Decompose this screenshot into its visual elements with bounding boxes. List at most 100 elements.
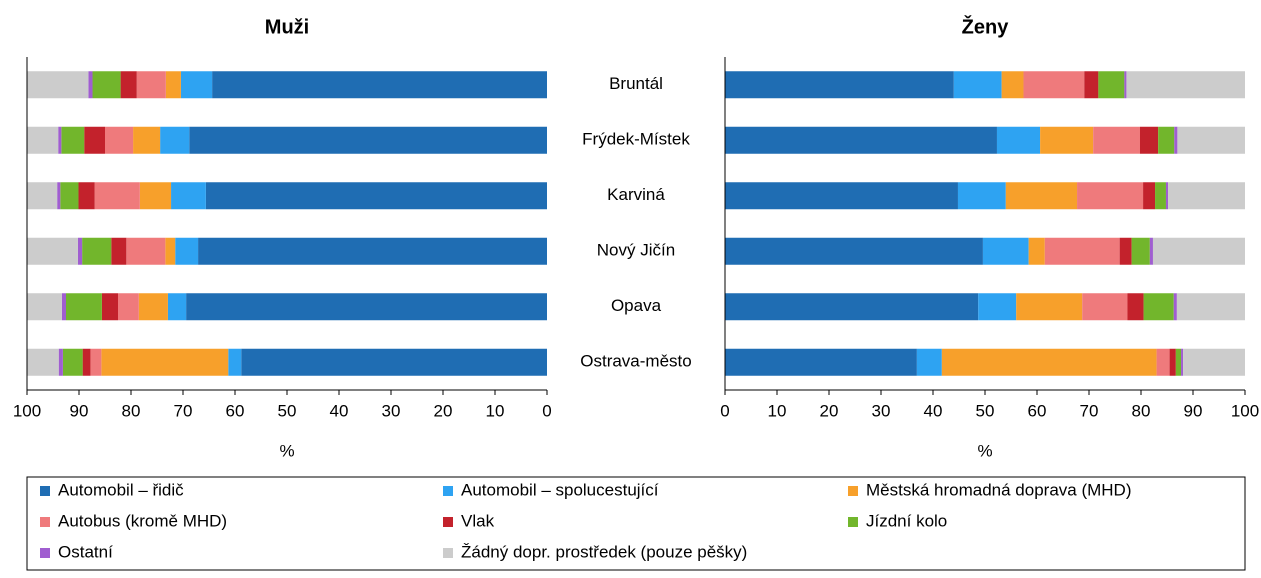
bar-segment: [27, 71, 89, 99]
x-tick-label: 100: [1231, 401, 1259, 420]
bar-segment: [1098, 71, 1125, 99]
bar-segment: [1126, 71, 1245, 99]
bar-segment: [212, 71, 547, 99]
x-tick-label: 50: [976, 401, 995, 420]
x-tick-label: 10: [486, 401, 505, 420]
legend-swatch: [40, 486, 50, 496]
bar-segment: [953, 71, 1002, 99]
bar-segment: [1139, 126, 1159, 154]
bar-segment: [1174, 126, 1178, 154]
bar-segment: [205, 182, 547, 210]
legend-swatch: [40, 548, 50, 558]
bar-segment: [94, 182, 140, 210]
x-tick-label: 50: [278, 401, 297, 420]
bar-segment: [167, 293, 187, 321]
x-tick-label: 20: [434, 401, 453, 420]
bar-segment: [82, 348, 91, 376]
legend-box: [26, 476, 1246, 571]
x-tick-label: 20: [820, 401, 839, 420]
bar-segment: [1143, 293, 1174, 321]
x-tick-label: 80: [122, 401, 141, 420]
legend-swatch: [848, 517, 858, 527]
bar-segment: [27, 182, 58, 210]
bar-segment: [92, 71, 121, 99]
bar-segment: [1183, 348, 1245, 376]
bar-segment: [60, 182, 79, 210]
bar-segment: [101, 293, 118, 321]
category-label: Bruntál: [609, 74, 663, 93]
bar-segment: [1165, 182, 1169, 210]
bar-segment: [1175, 348, 1182, 376]
bar-segment: [1173, 293, 1177, 321]
bar-segment: [90, 348, 102, 376]
bar-segment: [1084, 71, 1099, 99]
bar-segment: [78, 182, 95, 210]
bar-segment: [27, 237, 78, 265]
x-tick-label: 80: [1132, 401, 1151, 420]
bar-segment: [61, 293, 66, 321]
bar-segment: [62, 348, 83, 376]
bar-segment: [1093, 126, 1140, 154]
bar-segment: [1176, 293, 1245, 321]
category-label: Karviná: [607, 185, 665, 204]
bar-segment: [57, 182, 61, 210]
bar-segment: [1156, 348, 1170, 376]
bar-segment: [1028, 237, 1045, 265]
bar-segment: [1119, 237, 1132, 265]
bar-segment: [198, 237, 547, 265]
legend-label: Vlak: [461, 511, 495, 530]
bar-segment: [1044, 237, 1120, 265]
bar-segment: [1169, 348, 1176, 376]
bar-segment: [1143, 182, 1156, 210]
bar-segment: [1152, 237, 1245, 265]
category-label: Frýdek-Místek: [582, 130, 690, 149]
x-axis-label: %: [279, 441, 294, 460]
bar-segment: [77, 237, 83, 265]
x-tick-label: 70: [1080, 401, 1099, 420]
bar-segment: [58, 126, 62, 154]
bar-segment: [957, 182, 1006, 210]
bar-segment: [978, 293, 1017, 321]
legend-label: Ostatní: [58, 542, 113, 561]
bar-segment: [1124, 71, 1127, 99]
bar-segment: [186, 293, 547, 321]
bar-segment: [1001, 71, 1024, 99]
bar-segment: [66, 293, 102, 321]
legend-swatch: [40, 517, 50, 527]
x-tick-label: 0: [542, 401, 551, 420]
x-tick-label: 0: [720, 401, 729, 420]
bar-segment: [180, 71, 213, 99]
bar-segment: [61, 126, 85, 154]
bar-segment: [1016, 293, 1083, 321]
bar-segment: [1158, 126, 1175, 154]
bar-segment: [1023, 71, 1085, 99]
category-label: Ostrava-město: [580, 352, 691, 371]
x-axis-label: %: [977, 441, 992, 460]
x-tick-label: 90: [70, 401, 89, 420]
bar-segment: [996, 126, 1041, 154]
bar-segment: [725, 293, 979, 321]
title: Muži: [265, 16, 309, 38]
x-tick-label: 60: [1028, 401, 1047, 420]
bar-segment: [105, 126, 134, 154]
legend-label: Automobil – spolucestující: [461, 480, 659, 499]
bar-segment: [165, 237, 176, 265]
bar-segment: [139, 182, 172, 210]
bar-segment: [982, 237, 1029, 265]
bar-segment: [175, 237, 199, 265]
x-tick-label: 10: [768, 401, 787, 420]
x-tick-label: 40: [330, 401, 349, 420]
bar-segment: [27, 293, 62, 321]
bar-segment: [165, 71, 181, 99]
bar-segment: [1131, 237, 1150, 265]
legend-label: Automobil – řidič: [58, 480, 184, 499]
bar-segment: [241, 348, 548, 376]
bar-segment: [133, 126, 161, 154]
bar-segment: [1177, 126, 1245, 154]
bar-segment: [1082, 293, 1128, 321]
bar-segment: [1040, 126, 1094, 154]
legend-label: Žádný dopr. prostředek (pouze pěšky): [461, 542, 747, 561]
x-tick-label: 70: [174, 401, 193, 420]
bar-segment: [725, 71, 954, 99]
